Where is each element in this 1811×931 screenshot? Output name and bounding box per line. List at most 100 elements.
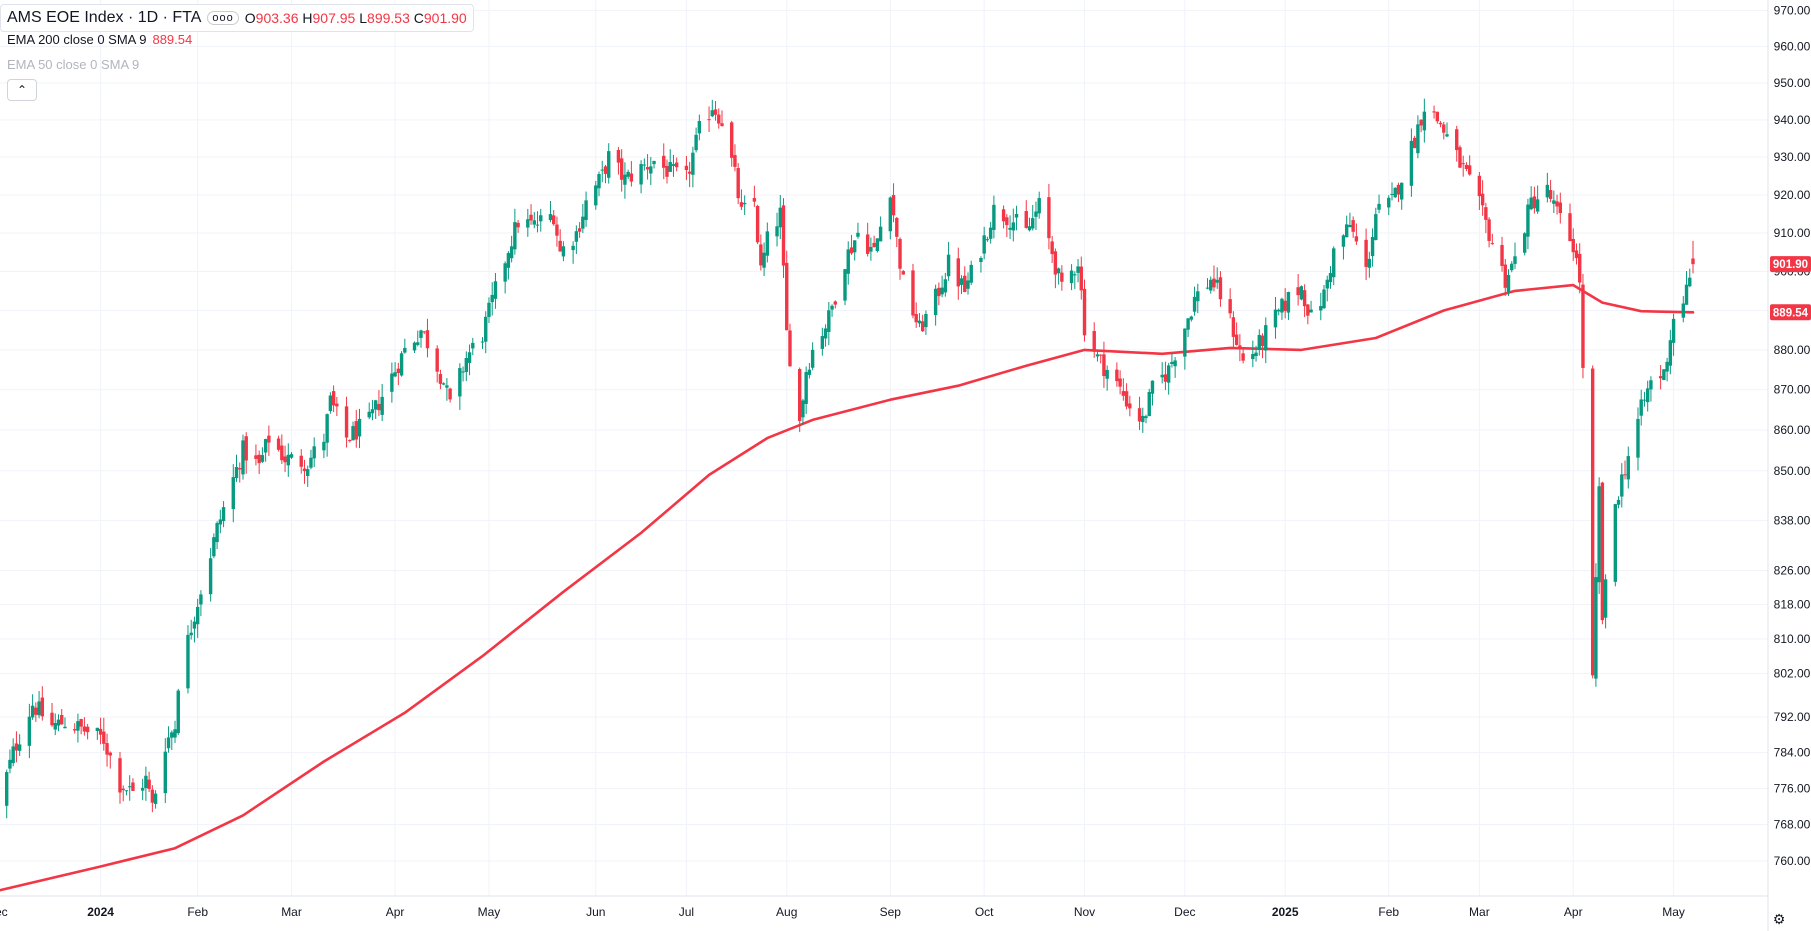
candle-body	[1277, 309, 1281, 312]
candle-body	[14, 743, 19, 751]
symbol-title[interactable]: AMS EOE Index · 1D · FTA	[7, 9, 202, 26]
candle-body	[403, 347, 407, 353]
gear-icon[interactable]: ⚙	[1772, 910, 1786, 927]
candle-body	[1510, 263, 1514, 271]
price-tick-label: 792.00	[1774, 710, 1811, 724]
candle-body	[901, 271, 905, 275]
candle-body	[1037, 198, 1041, 214]
candle-body	[1011, 222, 1016, 231]
candle-body	[642, 164, 647, 166]
candle-body	[1212, 278, 1216, 288]
candle-body	[1069, 270, 1074, 284]
candle-body	[548, 214, 553, 221]
candle-body	[1445, 134, 1449, 137]
candle-body	[82, 726, 87, 732]
candle-body	[1115, 369, 1119, 382]
candle-body	[671, 164, 676, 166]
candle-body	[833, 301, 837, 305]
candle-body	[581, 216, 585, 229]
symbol-header: AMS EOE Index · 1D · FTA ooo O903.36 H90…	[0, 4, 474, 32]
time-tick-label: Jun	[586, 905, 605, 919]
candle-body	[1620, 474, 1624, 497]
candle-body	[1461, 163, 1465, 165]
candle-body	[128, 786, 132, 788]
candle-body	[1092, 331, 1096, 352]
indicator-ema200[interactable]: EMA 200 close 0 SMA 9 889.54	[7, 32, 192, 47]
candle-body	[377, 403, 381, 411]
candle-body	[1183, 328, 1187, 357]
price-tick-label: 760.00	[1774, 854, 1811, 868]
candle-body	[199, 594, 203, 605]
candle-body	[1160, 374, 1164, 378]
candle-body	[1484, 207, 1488, 220]
candle-body	[552, 215, 556, 225]
candle-body	[775, 226, 779, 237]
candle-body	[254, 455, 258, 459]
candle-body	[846, 249, 850, 274]
candle-body	[1600, 482, 1605, 621]
candle-body	[260, 455, 265, 462]
candle-body	[176, 690, 180, 734]
candle-body	[1467, 165, 1472, 175]
candle-body	[1688, 277, 1692, 287]
candle-body	[529, 214, 533, 221]
candle-body	[959, 278, 964, 285]
candle-body	[1464, 164, 1469, 169]
candle-body	[506, 253, 511, 268]
candle-body	[503, 263, 507, 282]
candle-body	[788, 330, 792, 367]
candle-body	[1364, 239, 1368, 267]
candle-body	[752, 198, 757, 202]
candle-body	[785, 262, 789, 331]
candle-body	[140, 787, 145, 791]
more-options-icon[interactable]: ooo	[207, 11, 239, 25]
open-value: 903.36	[255, 10, 299, 26]
candle-body	[467, 352, 472, 363]
candle-body	[966, 280, 970, 289]
candle-body	[328, 395, 333, 411]
candle-body	[354, 421, 358, 440]
candle-body	[11, 746, 15, 764]
candle-body	[380, 396, 384, 415]
candle-body	[911, 270, 915, 316]
candle-body	[1170, 361, 1174, 365]
candle-body	[422, 331, 426, 333]
candle-body	[1105, 369, 1109, 379]
candle-body	[1098, 354, 1103, 356]
candle-body	[276, 438, 281, 450]
time-tick-label: Sep	[880, 905, 902, 919]
candle-body	[849, 247, 854, 254]
candle-body	[1435, 111, 1440, 122]
candle-body	[1662, 369, 1666, 380]
candle-body	[1387, 197, 1391, 208]
candle-body	[1024, 211, 1028, 228]
candle-body	[917, 320, 922, 324]
candle-body	[1480, 193, 1485, 206]
candle-body	[652, 160, 656, 165]
price-tick-label: 860.00	[1774, 423, 1811, 437]
candle-body	[286, 454, 290, 466]
candle-body	[1238, 345, 1242, 350]
candle-body	[1400, 182, 1404, 200]
time-tick-label: May	[1662, 905, 1685, 919]
price-tick-label: 950.00	[1774, 76, 1811, 90]
candle-body	[1128, 403, 1132, 409]
candle-body	[694, 134, 698, 151]
candle-body	[1545, 184, 1550, 198]
candle-body	[739, 202, 744, 207]
candle-body	[707, 119, 711, 121]
candle-body	[441, 383, 446, 385]
candle-body	[1332, 248, 1336, 278]
collapse-legend-button[interactable]: ⌃	[7, 79, 37, 101]
candle-body	[1251, 353, 1255, 360]
candle-body	[1668, 340, 1673, 366]
candle-body	[526, 219, 530, 228]
candle-body	[173, 729, 177, 738]
candle-body	[53, 723, 57, 730]
candle-body	[1254, 352, 1258, 357]
indicator-ema50[interactable]: EMA 50 close 0 SMA 9	[7, 57, 139, 72]
candle-body	[1319, 306, 1323, 311]
candle-body	[79, 719, 83, 727]
price-tick-label: 880.00	[1774, 343, 1811, 357]
